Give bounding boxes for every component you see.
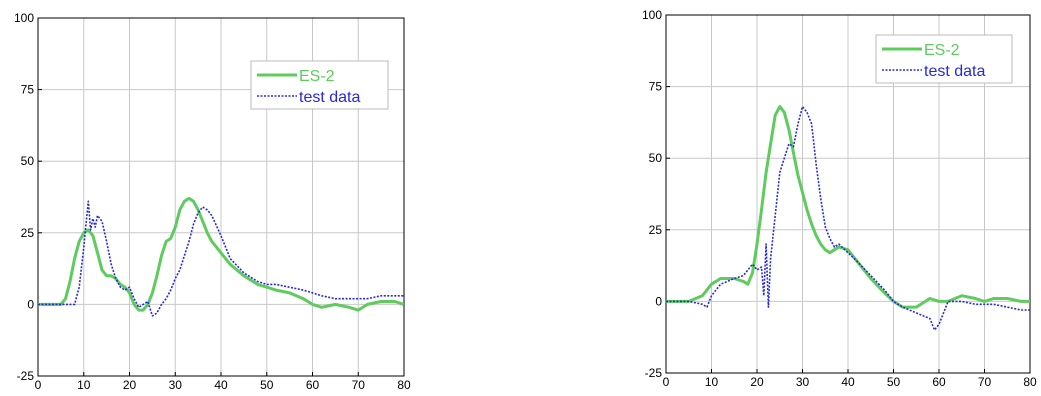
x-tick-label: 30 — [169, 378, 183, 392]
x-tick-label: 20 — [750, 375, 764, 389]
y-tick-label: 25 — [649, 223, 663, 237]
x-tick-label: 70 — [352, 378, 366, 392]
x-tick-label: 40 — [841, 375, 855, 389]
x-tick-label: 70 — [978, 375, 992, 389]
x-tick-label: 50 — [260, 378, 274, 392]
y-tick-label: 25 — [21, 226, 35, 240]
x-tick-label: 10 — [77, 378, 91, 392]
legend-entry-label: test data — [924, 63, 985, 80]
x-tick-label: 30 — [796, 375, 810, 389]
y-tick-label: 50 — [21, 154, 35, 168]
x-tick-label: 80 — [397, 378, 411, 392]
y-tick-label: 100 — [642, 8, 662, 22]
legend-box — [250, 60, 389, 110]
series-line-test-data — [38, 200, 404, 317]
x-tick-label: 80 — [1023, 375, 1037, 389]
y-tick-label: 75 — [21, 83, 35, 97]
y-tick-label: 75 — [649, 80, 663, 94]
y-tick-label: -25 — [17, 369, 35, 383]
legend-entry-label: ES-2 — [299, 68, 335, 85]
x-tick-label: 0 — [35, 378, 42, 392]
x-tick-label: 0 — [663, 375, 670, 389]
y-tick-label: -25 — [645, 366, 663, 380]
x-tick-label: 50 — [887, 375, 901, 389]
series-line-es-2 — [666, 105, 1030, 309]
y-tick-label: 0 — [655, 294, 662, 308]
x-tick-label: 20 — [123, 378, 137, 392]
x-tick-label: 60 — [932, 375, 946, 389]
y-tick-label: 50 — [649, 151, 663, 165]
legend-entry-label: ES-2 — [924, 42, 960, 59]
legend: ES-2 test data — [875, 34, 1013, 84]
legend: ES-2 test data — [250, 60, 389, 110]
series-line-test-data — [666, 105, 1030, 331]
y-tick-label: 100 — [14, 11, 34, 25]
series-line-es-2 — [38, 196, 404, 312]
x-tick-label: 40 — [214, 378, 228, 392]
x-tick-label: 10 — [705, 375, 719, 389]
legend-entry-label: test data — [299, 89, 360, 106]
y-tick-label: 0 — [27, 297, 34, 311]
legend-box — [875, 34, 1013, 84]
x-tick-label: 60 — [306, 378, 320, 392]
